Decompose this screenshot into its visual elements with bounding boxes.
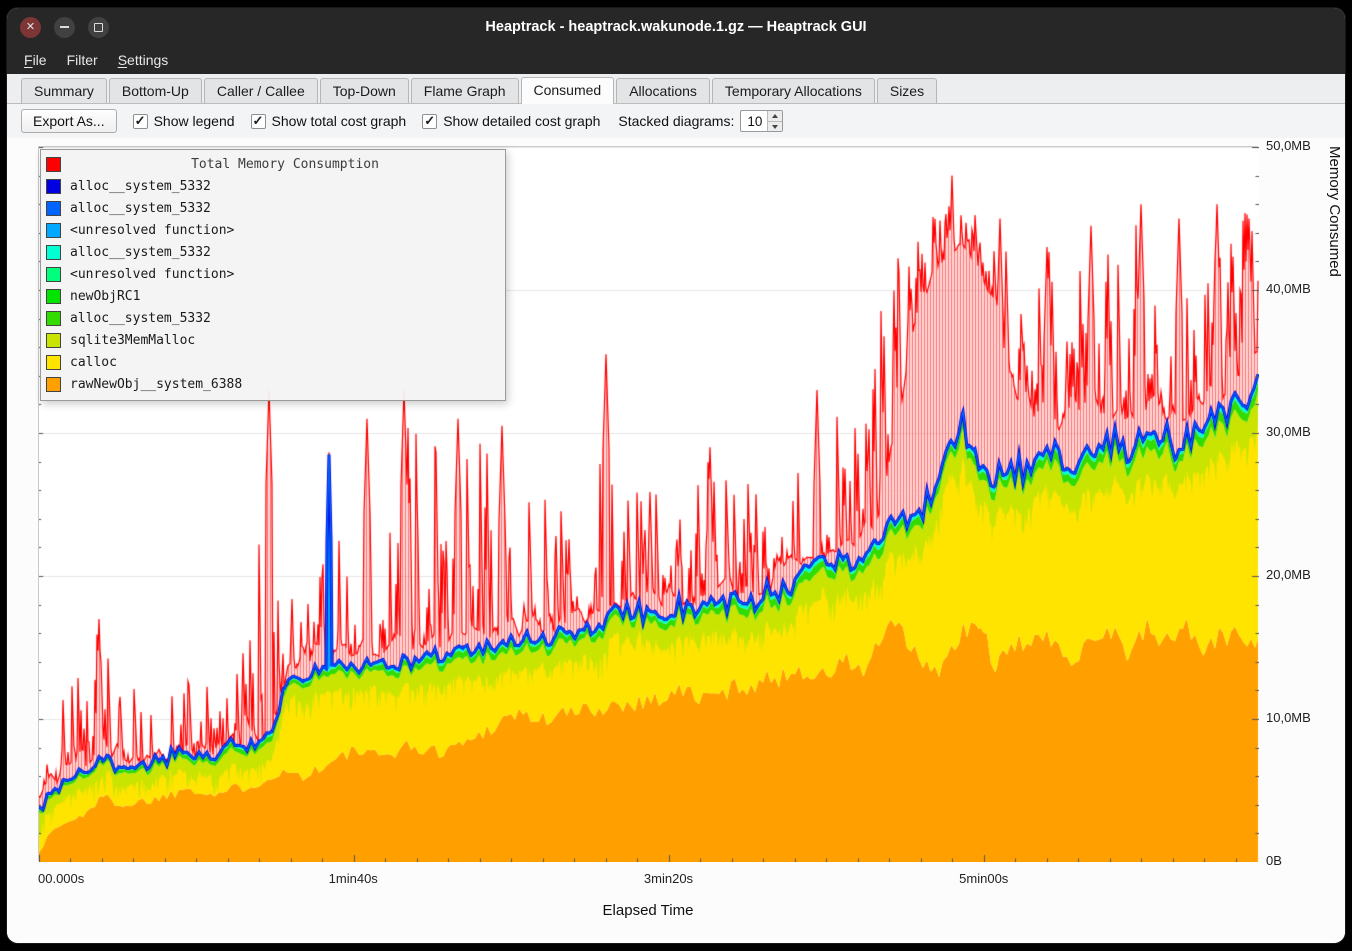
y-tick-label: 50,0MB <box>1266 138 1311 153</box>
maximize-button[interactable] <box>88 17 109 38</box>
checkbox-checked-icon[interactable] <box>422 114 437 129</box>
legend-item: <unresolved function> <box>46 263 500 285</box>
tab-top-down[interactable]: Top-Down <box>320 78 409 103</box>
legend-item: <unresolved function> <box>46 219 500 241</box>
close-button[interactable]: ✕ <box>20 17 41 38</box>
legend-item: rawNewObj__system_6388 <box>46 373 500 395</box>
x-tick-label: 5min00s <box>959 871 1008 886</box>
tab-temporary-allocations[interactable]: Temporary Allocations <box>712 78 875 103</box>
checkbox-checked-icon[interactable] <box>251 114 266 129</box>
y-axis-title: Memory Consumed <box>1326 146 1343 861</box>
x-tick-label: 1min40s <box>329 871 378 886</box>
tab-summary[interactable]: Summary <box>21 78 107 103</box>
y-tick-label: 0B <box>1266 853 1282 868</box>
window-controls: ✕ <box>20 8 109 46</box>
spinner-up-button[interactable] <box>768 111 782 122</box>
tab-caller-callee[interactable]: Caller / Callee <box>204 78 318 103</box>
checkbox-show-legend[interactable]: Show legend <box>133 113 235 129</box>
y-tick-label: 20,0MB <box>1266 567 1311 582</box>
legend-item: alloc__system_5332 <box>46 241 500 263</box>
stacked-diagrams-label: Stacked diagrams: <box>618 113 734 129</box>
x-tick-label: 3min20s <box>644 871 693 886</box>
legend-title-row: Total Memory Consumption <box>46 153 500 175</box>
minimize-button[interactable] <box>54 17 75 38</box>
title-bar[interactable]: ✕ Heaptrack - heaptrack.wakunode.1.gz — … <box>7 8 1345 46</box>
legend-swatch <box>46 157 61 172</box>
close-icon: ✕ <box>26 22 35 33</box>
x-tick-label: 00.000s <box>38 871 84 886</box>
menu-bar: File Filter Settings <box>7 46 1345 74</box>
chart-area: Total Memory Consumption alloc__system_5… <box>7 138 1345 943</box>
spinner-buttons <box>767 111 782 131</box>
spinner-down-button[interactable] <box>768 122 782 132</box>
tab-consumed[interactable]: Consumed <box>521 77 615 104</box>
legend-item: alloc__system_5332 <box>46 307 500 329</box>
legend-swatch <box>46 201 61 216</box>
legend-title: Total Memory Consumption <box>70 157 500 172</box>
legend-swatch <box>46 355 61 370</box>
chart-legend: Total Memory Consumption alloc__system_5… <box>40 149 506 401</box>
legend-swatch <box>46 289 61 304</box>
checkbox-checked-icon[interactable] <box>133 114 148 129</box>
export-as-button[interactable]: Export As... <box>21 109 117 133</box>
menu-item-filter[interactable]: Filter <box>58 49 107 71</box>
x-axis-title: Elapsed Time <box>38 902 1258 919</box>
tab-allocations[interactable]: Allocations <box>616 78 710 103</box>
checkbox-show-total-cost-graph[interactable]: Show total cost graph <box>251 113 407 129</box>
legend-item: alloc__system_5332 <box>46 175 500 197</box>
tab-bar: Summary Bottom-Up Caller / Callee Top-Do… <box>7 74 1345 104</box>
maximize-icon <box>94 23 103 32</box>
plot-frame: Total Memory Consumption alloc__system_5… <box>38 146 1258 861</box>
legend-item: sqlite3MemMalloc <box>46 329 500 351</box>
checkbox-show-detailed-cost-graph[interactable]: Show detailed cost graph <box>422 113 600 129</box>
legend-swatch <box>46 179 61 194</box>
legend-item: alloc__system_5332 <box>46 197 500 219</box>
tab-flame-graph[interactable]: Flame Graph <box>411 78 519 103</box>
spinner-value[interactable]: 10 <box>741 111 767 131</box>
legend-swatch <box>46 267 61 282</box>
toolbar: Export As... Show legend Show total cost… <box>7 104 1345 138</box>
stacked-diagrams-spinner[interactable]: 10 <box>740 110 783 132</box>
window-title: Heaptrack - heaptrack.wakunode.1.gz — He… <box>485 19 866 35</box>
legend-swatch <box>46 223 61 238</box>
y-tick-label: 30,0MB <box>1266 424 1311 439</box>
legend-item: calloc <box>46 351 500 373</box>
menu-item-settings[interactable]: Settings <box>109 49 178 71</box>
y-tick-label: 40,0MB <box>1266 281 1311 296</box>
menu-item-file[interactable]: File <box>15 49 56 71</box>
legend-swatch <box>46 245 61 260</box>
legend-item: newObjRC1 <box>46 285 500 307</box>
tab-sizes[interactable]: Sizes <box>877 78 937 103</box>
legend-swatch <box>46 311 61 326</box>
tab-bottom-up[interactable]: Bottom-Up <box>109 78 202 103</box>
y-tick-label: 10,0MB <box>1266 710 1311 725</box>
app-window: ✕ Heaptrack - heaptrack.wakunode.1.gz — … <box>7 8 1345 943</box>
legend-swatch <box>46 333 61 348</box>
minimize-icon <box>60 26 69 28</box>
legend-swatch <box>46 377 61 392</box>
